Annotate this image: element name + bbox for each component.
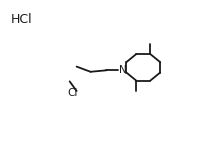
Text: HCl: HCl: [11, 13, 33, 26]
Text: Cl: Cl: [67, 88, 78, 98]
Text: N: N: [119, 65, 126, 75]
